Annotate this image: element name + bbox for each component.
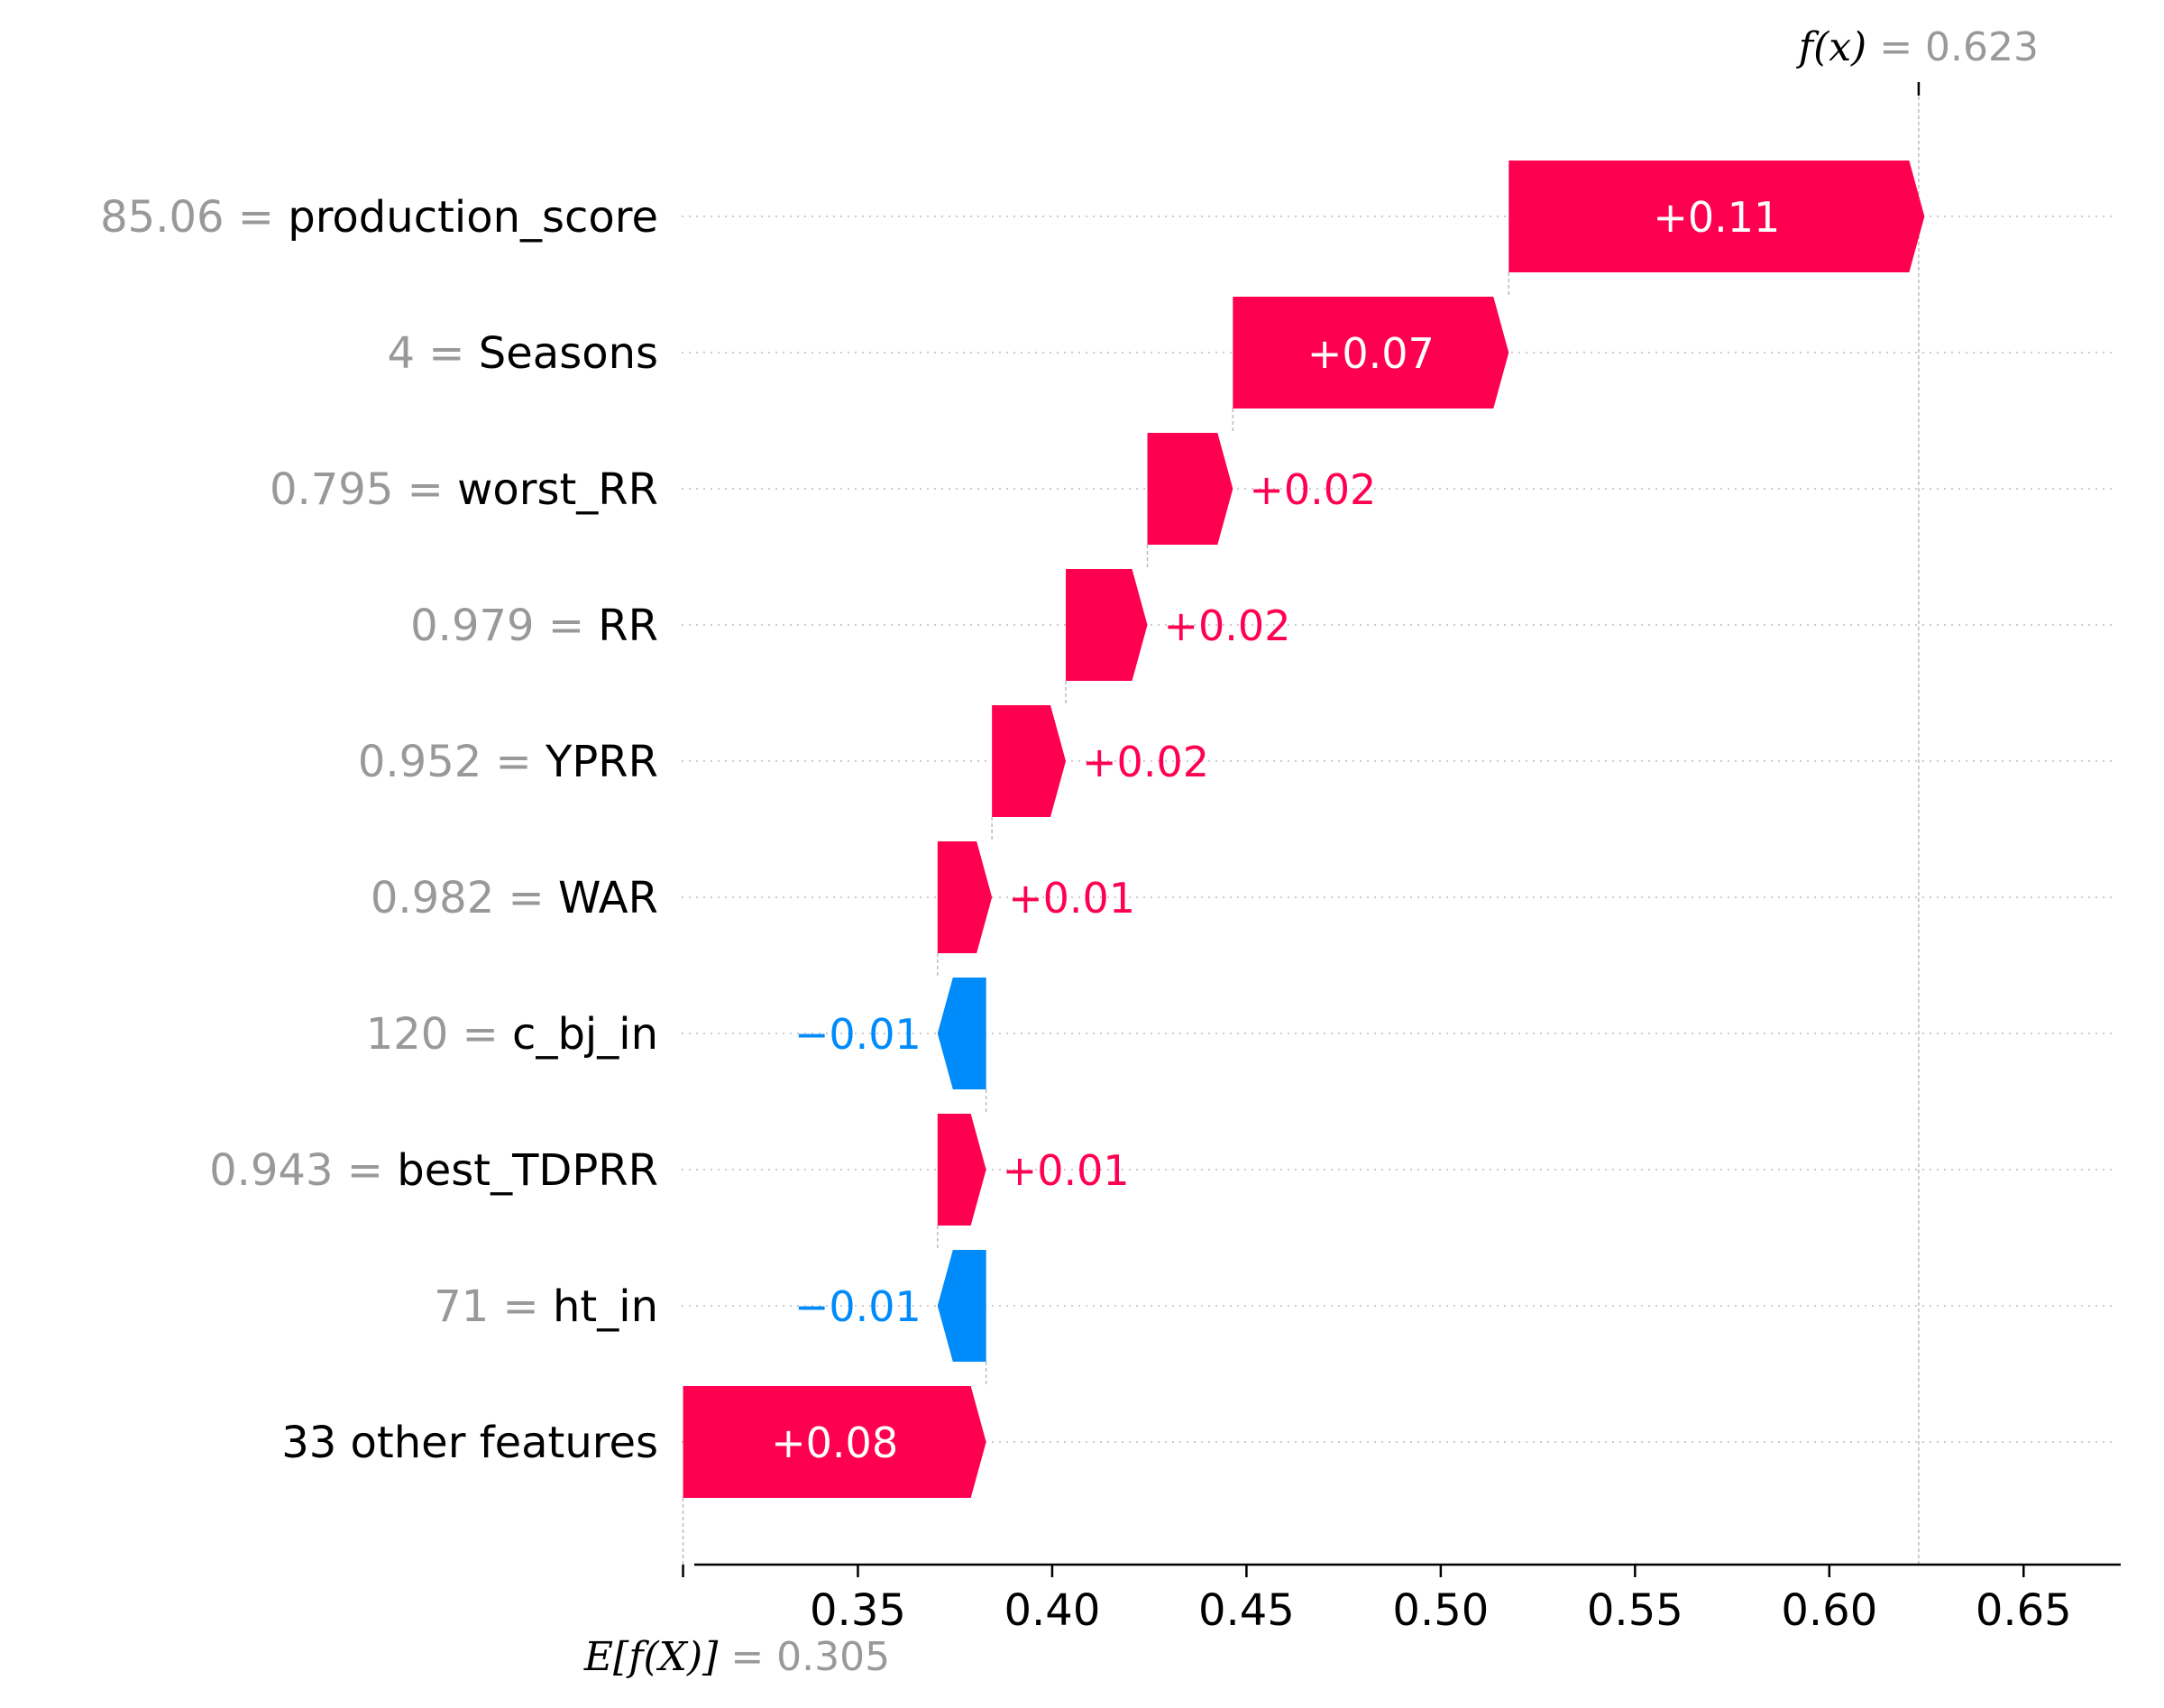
feature-name: production_score xyxy=(288,192,658,243)
bar-production-score xyxy=(1508,161,1925,272)
bar-yprr xyxy=(992,705,1067,817)
contribution-labels: +0.11 +0.07 +0.02 +0.02 +0.02 +0.01 −0.01 +0.01… xyxy=(771,193,1780,1467)
bar-seasons xyxy=(1233,297,1509,409)
bar-c-bj-in xyxy=(937,978,986,1089)
bar-rr xyxy=(1066,569,1148,681)
base-value-annotation: E[f(X)] = 0.305 xyxy=(583,1634,890,1680)
feature-value: 0.952 = xyxy=(358,737,546,787)
feature-value: 0.795 = xyxy=(270,464,457,515)
bar-war xyxy=(937,841,993,953)
feature-name: RR xyxy=(598,601,658,651)
bar-label: +0.02 xyxy=(1082,738,1209,786)
bar-label: −0.01 xyxy=(794,1282,922,1331)
bar-label: +0.01 xyxy=(1008,874,1135,923)
feature-label: 0.952 = YPRR xyxy=(358,737,658,787)
feature-value: 0.982 = xyxy=(371,873,558,923)
bar-label: +0.08 xyxy=(771,1419,898,1467)
bar-33-other-features xyxy=(683,1386,986,1498)
base-value-expr: E[f(X)] xyxy=(583,1634,730,1680)
x-axis-tick-label: 0.55 xyxy=(1587,1585,1683,1636)
feature-value: 85.06 = xyxy=(100,192,288,243)
final-value-expr: f(x) xyxy=(1796,24,1879,70)
bar-label: +0.02 xyxy=(1249,465,1376,514)
feature-label: 120 = c_bj_in xyxy=(366,1009,658,1060)
bar-label: +0.07 xyxy=(1307,329,1435,378)
x-axis-tick-label: 0.45 xyxy=(1198,1585,1295,1636)
feature-name: worst_RR xyxy=(457,464,658,515)
bar-worst-rr xyxy=(1147,433,1233,545)
contribution-bars xyxy=(683,161,1925,1498)
feature-labels: 85.06 = production_score 4 = Seasons 0.795… xyxy=(100,192,658,1468)
feature-value: 0.979 = xyxy=(410,601,598,651)
feature-name: 33 other features xyxy=(281,1418,658,1468)
connector-lines xyxy=(682,90,1920,1565)
base-value-text: = 0.305 xyxy=(730,1634,890,1680)
feature-name: Seasons xyxy=(479,328,658,379)
bar-label: −0.01 xyxy=(794,1010,922,1059)
x-axis: 0.35 0.40 0.45 0.50 0.55 0.60 0.65 xyxy=(682,1563,2121,1636)
feature-label: 0.982 = WAR xyxy=(371,873,658,923)
x-axis-tick-label: 0.35 xyxy=(810,1585,906,1636)
bar-ht-in xyxy=(937,1250,986,1362)
bar-label: +0.02 xyxy=(1164,601,1291,650)
feature-name: ht_in xyxy=(553,1281,658,1332)
feature-name: YPRR xyxy=(545,737,658,787)
feature-name: best_TDPRR xyxy=(397,1145,658,1196)
feature-label: 0.943 = best_TDPRR xyxy=(209,1145,658,1196)
x-axis-tick-label: 0.60 xyxy=(1781,1585,1877,1636)
x-axis-tick-label: 0.50 xyxy=(1392,1585,1489,1636)
feature-label: 0.795 = worst_RR xyxy=(270,464,658,515)
x-axis-tick-label: 0.40 xyxy=(1004,1585,1100,1636)
value-annotations: f(x) = 0.623 E[f(X)] = 0.305 xyxy=(583,24,2039,1680)
feature-value: 71 = xyxy=(434,1281,553,1332)
final-value-text: = 0.623 xyxy=(1879,24,2039,70)
feature-label: 0.979 = RR xyxy=(410,601,658,651)
feature-name: WAR xyxy=(558,873,658,923)
feature-name: c_bj_in xyxy=(512,1009,658,1060)
feature-value: 120 = xyxy=(366,1009,512,1060)
feature-label: 4 = Seasons xyxy=(388,328,659,379)
x-axis-tick-label: 0.65 xyxy=(1976,1585,2072,1636)
feature-label: 71 = ht_in xyxy=(434,1281,658,1332)
final-value-annotation: f(x) = 0.623 xyxy=(1796,24,2039,70)
feature-label: 33 other features xyxy=(281,1418,658,1468)
bar-label: +0.01 xyxy=(1003,1146,1130,1195)
bar-label: +0.11 xyxy=(1653,193,1780,242)
feature-label: 85.06 = production_score xyxy=(100,192,658,243)
feature-value: 4 = xyxy=(388,328,479,379)
bar-best-tdprr xyxy=(937,1114,986,1226)
feature-value: 0.943 = xyxy=(209,1145,397,1196)
